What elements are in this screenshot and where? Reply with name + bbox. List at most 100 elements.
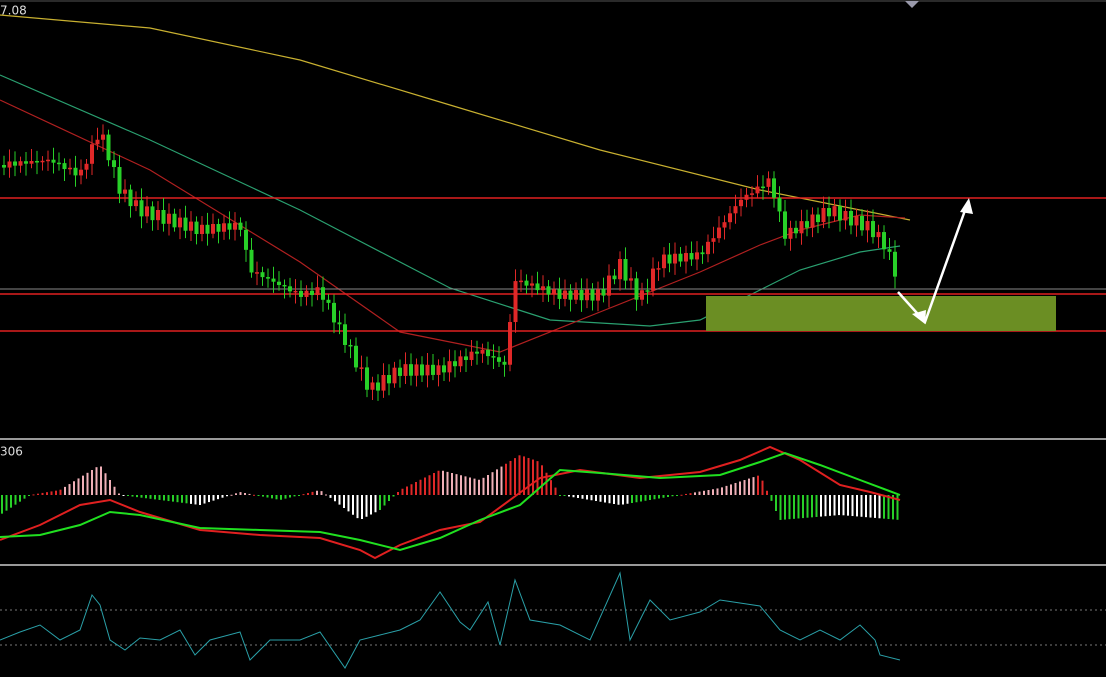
histogram-bar <box>793 495 795 519</box>
ma-long <box>0 14 911 221</box>
histogram-bar <box>568 495 570 497</box>
candle-body <box>161 210 166 224</box>
candle-body <box>101 134 105 140</box>
histogram-bar <box>874 495 876 518</box>
histogram-bar <box>752 477 755 495</box>
histogram-bar <box>46 492 48 495</box>
histogram-bar <box>289 495 291 498</box>
histogram-bar <box>275 495 278 500</box>
histogram-bar <box>500 466 503 495</box>
candle-body <box>326 299 331 303</box>
candle-body <box>783 211 787 239</box>
candle-body <box>332 302 336 323</box>
histogram-bar <box>298 495 300 496</box>
candle-body <box>497 357 501 362</box>
candle-body <box>662 254 666 269</box>
histogram-bar <box>329 495 332 498</box>
histogram-bar <box>82 475 84 495</box>
macd-line <box>0 451 901 552</box>
candle-body <box>282 284 287 287</box>
candle-body <box>761 186 765 189</box>
candle-body <box>348 344 353 347</box>
candle-body <box>436 365 441 375</box>
candle-body <box>425 364 430 376</box>
candle-body <box>480 349 485 354</box>
candle-body <box>821 208 826 223</box>
candle-body <box>337 322 342 325</box>
candle-body <box>882 232 886 250</box>
histogram-bar <box>316 490 318 495</box>
candle-body <box>178 217 182 228</box>
candle-body <box>299 290 303 297</box>
candle-body <box>607 275 611 296</box>
histogram-bar <box>478 479 480 495</box>
candle-body <box>46 159 50 162</box>
histogram-bar <box>892 495 894 520</box>
histogram-bar <box>208 495 210 503</box>
histogram-bar <box>599 495 602 502</box>
candle-body <box>728 213 732 223</box>
histogram-bar <box>257 495 260 496</box>
candle-body <box>623 259 628 281</box>
support-zone <box>706 296 1056 331</box>
histogram-bar <box>608 495 611 504</box>
candle-body <box>222 223 226 232</box>
histogram-bar <box>887 495 890 520</box>
histogram-bar <box>689 493 692 495</box>
histogram-bar <box>334 495 336 502</box>
histogram-bar <box>518 455 521 495</box>
histogram-bar <box>788 495 791 520</box>
histogram-bar <box>896 495 899 520</box>
histogram-bar <box>370 495 372 515</box>
candle-body <box>739 199 743 207</box>
candle-body <box>200 224 204 235</box>
histogram-bar <box>194 495 197 505</box>
histogram-bar <box>73 481 75 495</box>
histogram-bar <box>883 495 885 519</box>
candle-body <box>84 163 89 170</box>
candle-body <box>18 161 23 166</box>
histogram-bar <box>59 489 62 495</box>
candle-body <box>442 365 446 373</box>
histogram-bar <box>532 459 534 495</box>
histogram-bar <box>401 488 404 495</box>
histogram-bar <box>212 495 215 501</box>
histogram-bar <box>140 495 143 498</box>
candle-body <box>376 382 380 391</box>
candle-body <box>24 161 28 164</box>
candle-body <box>304 290 309 297</box>
histogram-bar <box>811 495 813 518</box>
candle-body <box>766 178 771 187</box>
histogram-bar <box>734 482 737 495</box>
histogram-bar <box>50 491 53 495</box>
histogram-bar <box>235 493 237 495</box>
candle-body <box>805 221 809 228</box>
candle-body <box>810 214 815 228</box>
candle-body <box>266 277 270 279</box>
candle-body <box>579 290 584 301</box>
histogram-bar <box>172 495 174 502</box>
histogram-bar <box>230 494 233 496</box>
histogram-bar <box>226 495 228 497</box>
candle-body <box>684 253 688 262</box>
histogram-bar <box>545 472 548 495</box>
candle-body <box>183 217 188 231</box>
histogram-bar <box>352 495 354 515</box>
candle-body <box>90 144 94 164</box>
histogram-bar <box>757 475 759 495</box>
histogram-bar <box>217 495 219 500</box>
histogram-bar <box>464 476 467 495</box>
histogram-bar <box>95 467 98 495</box>
candle-body <box>112 160 116 168</box>
histogram-bar <box>388 495 390 501</box>
candle-body <box>601 289 606 296</box>
histogram-bar <box>770 495 773 501</box>
candle-body <box>502 361 507 365</box>
histogram-bar <box>676 495 678 496</box>
candle-body <box>865 221 870 231</box>
candles <box>2 124 897 401</box>
candle-body <box>343 324 347 345</box>
candle-body <box>717 227 721 239</box>
histogram-bar <box>109 480 111 495</box>
candle-body <box>172 213 177 228</box>
